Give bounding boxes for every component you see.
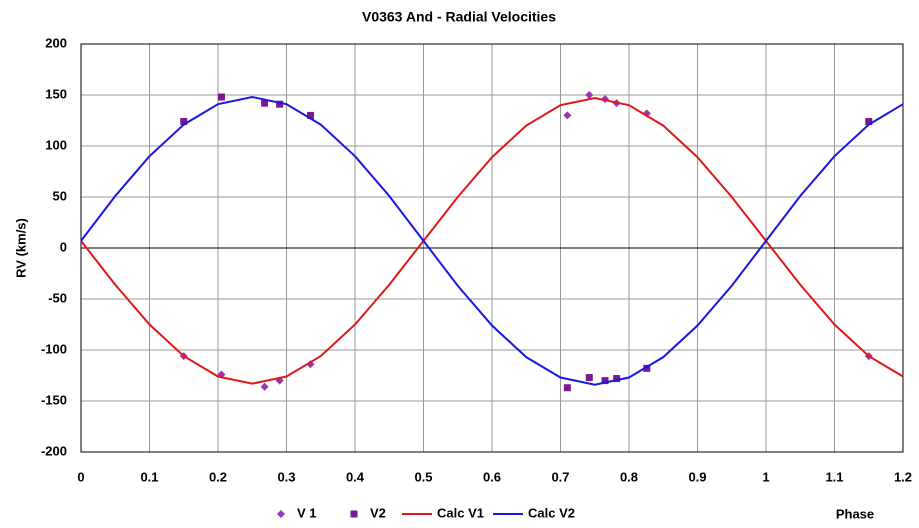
point (643, 364, 651, 372)
x-tick-label: 1.1 (825, 469, 843, 484)
line (80, 96, 904, 386)
y-tick-label: 150 (45, 86, 67, 101)
point (261, 99, 269, 107)
x-tick-label: 0.2 (209, 469, 227, 484)
legend-label: Calc V2 (528, 505, 575, 520)
x-tick-label: 0.6 (483, 469, 501, 484)
x-tick-label: 0 (77, 469, 84, 484)
y-tick-label: 0 (60, 239, 67, 254)
point (613, 375, 621, 383)
y-tick-label: -200 (41, 443, 67, 458)
point (601, 377, 609, 385)
point (276, 100, 284, 108)
chart-title: V0363 And - Radial Velocities (362, 9, 556, 25)
y-tick-label: -50 (48, 290, 67, 305)
x-tick-label: 0.3 (277, 469, 295, 484)
x-tick-label: 0.9 (688, 469, 706, 484)
point (260, 382, 269, 391)
x-tick-label: 0.7 (551, 469, 569, 484)
x-tick-label: 0.5 (414, 469, 432, 484)
x-tick-label: 0.4 (346, 469, 365, 484)
x-tick-label: 1.2 (894, 469, 912, 484)
point (180, 118, 188, 126)
legend-label: V 1 (297, 505, 317, 520)
legend-label: V2 (370, 505, 386, 520)
x-tick-label: 0.1 (140, 469, 158, 484)
point (585, 91, 594, 99)
point (306, 111, 314, 119)
y-tick-label: 50 (53, 188, 67, 203)
y-axis-label: RV (km/s) (13, 218, 28, 278)
x-tick-label: 1 (762, 469, 769, 484)
plot-border (80, 43, 904, 453)
x-axis-label: Phase (836, 506, 874, 521)
point (563, 384, 571, 392)
point (585, 374, 593, 382)
y-tick-label: -100 (41, 341, 67, 356)
legend-label: Calc V1 (437, 505, 484, 520)
x-tick-label: 0.8 (620, 469, 638, 484)
point (217, 93, 225, 101)
y-tick-label: 100 (45, 137, 67, 152)
y-tick-label: -150 (41, 392, 67, 407)
point (865, 118, 873, 126)
point (563, 111, 572, 120)
legend-swatch (277, 510, 285, 518)
y-tick-label: 200 (45, 35, 67, 50)
legend-swatch (350, 510, 358, 518)
